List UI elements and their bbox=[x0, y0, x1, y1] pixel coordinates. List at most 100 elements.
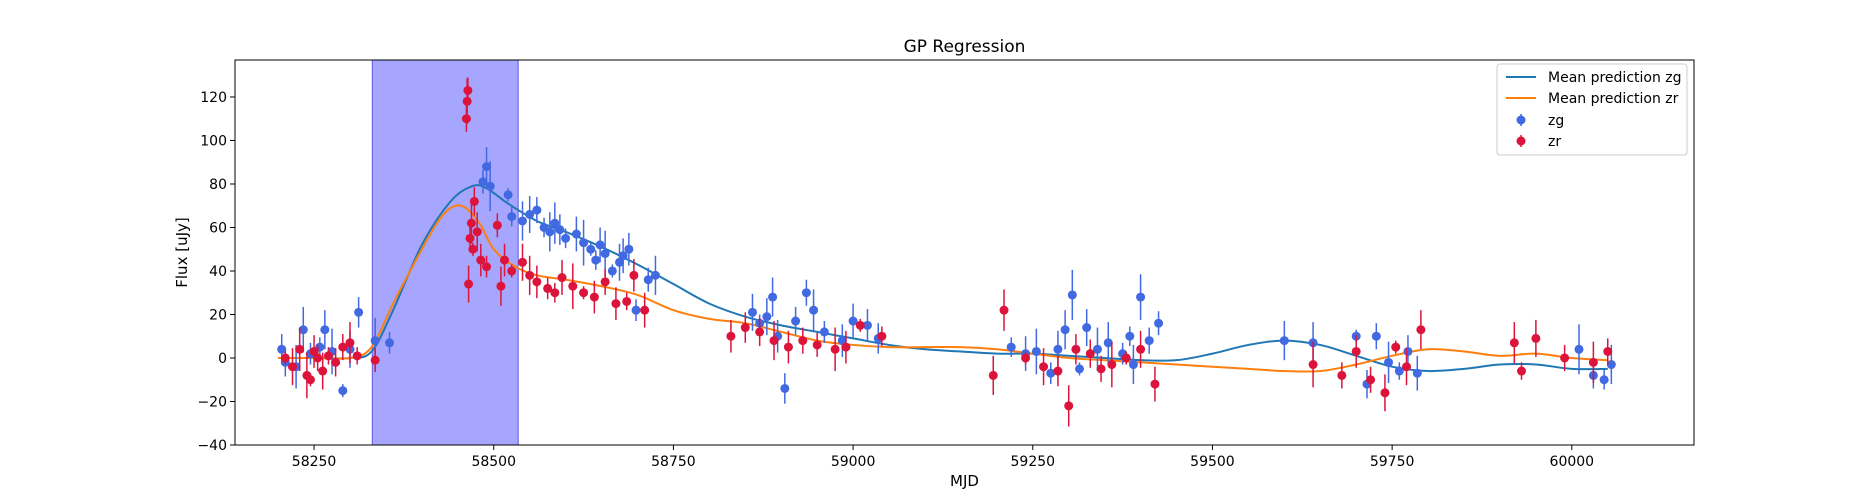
data-point-zg bbox=[1384, 341, 1394, 384]
marker-zr bbox=[1107, 360, 1117, 370]
data-point-zr bbox=[622, 292, 632, 311]
data-point-zg bbox=[650, 255, 660, 295]
marker-zr bbox=[318, 366, 328, 376]
marker-zg bbox=[1092, 344, 1102, 354]
marker-zg bbox=[545, 227, 555, 237]
data-point-zg bbox=[1046, 362, 1056, 385]
legend-swatch-zg-points bbox=[1516, 114, 1526, 126]
x-tick-label: 58500 bbox=[471, 454, 516, 470]
marker-zr bbox=[468, 244, 478, 254]
data-point-zg bbox=[525, 195, 535, 233]
marker-zr bbox=[313, 353, 323, 363]
marker-zr bbox=[517, 257, 527, 267]
data-point-zr bbox=[323, 347, 333, 365]
data-point-zr bbox=[1096, 355, 1106, 382]
legend-label-zr-points: zr bbox=[1548, 134, 1561, 150]
data-point-zr bbox=[1351, 335, 1361, 368]
data-point-zg bbox=[1128, 344, 1138, 385]
marker-zg bbox=[1031, 346, 1041, 356]
marker-zg bbox=[747, 307, 757, 317]
marker-zr bbox=[740, 323, 750, 333]
marker-zr bbox=[331, 357, 341, 367]
chart-title: GP Regression bbox=[904, 37, 1026, 57]
x-tick-label: 58250 bbox=[292, 454, 337, 470]
marker-zg bbox=[1082, 323, 1092, 333]
data-point-zr bbox=[740, 312, 750, 343]
marker-zr bbox=[1039, 362, 1049, 372]
marker-zr bbox=[877, 331, 887, 341]
y-tick-label: −40 bbox=[197, 438, 227, 454]
data-point-zr bbox=[755, 317, 765, 347]
marker-zr bbox=[557, 273, 567, 283]
data-point-zg bbox=[1403, 335, 1413, 368]
data-point-zg bbox=[482, 147, 492, 187]
data-point-zr bbox=[492, 213, 502, 238]
marker-zr bbox=[1096, 364, 1106, 374]
marker-zg bbox=[780, 383, 790, 393]
marker-zr bbox=[507, 266, 517, 276]
x-axis-ticks: 58250 58500 58750 59000 59250 59500 59750 60000 bbox=[292, 445, 1594, 470]
data-point-zr bbox=[783, 330, 793, 364]
data-point-zg bbox=[586, 242, 596, 256]
marker-zg bbox=[607, 266, 617, 276]
marker-zr bbox=[1380, 388, 1390, 398]
marker-zr bbox=[1136, 344, 1146, 354]
marker-zr bbox=[352, 351, 362, 361]
data-point-zr bbox=[640, 292, 650, 328]
data-point-zg bbox=[571, 216, 581, 252]
x-tick-label: 59500 bbox=[1190, 454, 1235, 470]
marker-zr bbox=[1064, 401, 1074, 411]
data-point-zr bbox=[463, 77, 473, 104]
data-point-zg bbox=[809, 289, 819, 331]
data-point-zg bbox=[768, 277, 778, 317]
marker-zr bbox=[589, 292, 599, 302]
y-tick-label: 80 bbox=[209, 177, 227, 193]
marker-zr bbox=[1337, 370, 1347, 380]
data-point-zg bbox=[1082, 309, 1092, 347]
data-point-zr bbox=[287, 348, 297, 386]
marker-zr bbox=[629, 270, 639, 280]
marker-zg bbox=[1053, 344, 1063, 354]
data-point-zr bbox=[1150, 366, 1160, 402]
data-point-zr bbox=[338, 334, 348, 361]
marker-zg bbox=[571, 229, 581, 239]
data-point-zr bbox=[1071, 334, 1081, 365]
marker-zg bbox=[819, 327, 829, 337]
data-point-zg bbox=[862, 309, 872, 342]
data-point-zr bbox=[1107, 341, 1117, 388]
marker-zr bbox=[579, 288, 589, 298]
data-point-zg bbox=[354, 297, 364, 328]
marker-zg bbox=[1144, 336, 1154, 346]
data-point-zg bbox=[801, 279, 811, 306]
marker-zr bbox=[466, 218, 476, 228]
data-point-zr bbox=[877, 326, 887, 347]
highlight-band bbox=[371, 60, 519, 445]
data-point-zr bbox=[1531, 319, 1541, 357]
data-point-zr bbox=[1366, 366, 1376, 393]
data-point-zr bbox=[1021, 351, 1031, 365]
marker-zr bbox=[812, 340, 822, 350]
marker-zg bbox=[507, 212, 517, 222]
data-point-zg bbox=[1067, 269, 1077, 320]
marker-zr bbox=[280, 353, 290, 363]
marker-zr bbox=[855, 320, 865, 330]
marker-zr bbox=[1509, 338, 1519, 348]
marker-zg bbox=[550, 218, 560, 228]
data-point-zr bbox=[318, 352, 328, 390]
data-point-zr bbox=[1121, 351, 1131, 365]
legend-swatch-zr-points bbox=[1516, 135, 1526, 147]
data-point-zr bbox=[1053, 355, 1063, 387]
marker-zg bbox=[1136, 292, 1146, 302]
marker-zr bbox=[600, 277, 610, 287]
marker-zr bbox=[463, 85, 473, 95]
marker-zg bbox=[370, 336, 380, 346]
y-tick-label: 60 bbox=[209, 220, 227, 236]
x-tick-label: 59000 bbox=[831, 454, 876, 470]
data-point-zr bbox=[1402, 348, 1412, 386]
data-point-zr bbox=[726, 319, 736, 353]
legend: Mean prediction zg Mean prediction zr zg… bbox=[1496, 63, 1688, 156]
marker-zg bbox=[532, 205, 542, 215]
observation-points-layer bbox=[277, 77, 1616, 427]
data-point-zg bbox=[762, 298, 772, 336]
marker-zg bbox=[768, 292, 778, 302]
